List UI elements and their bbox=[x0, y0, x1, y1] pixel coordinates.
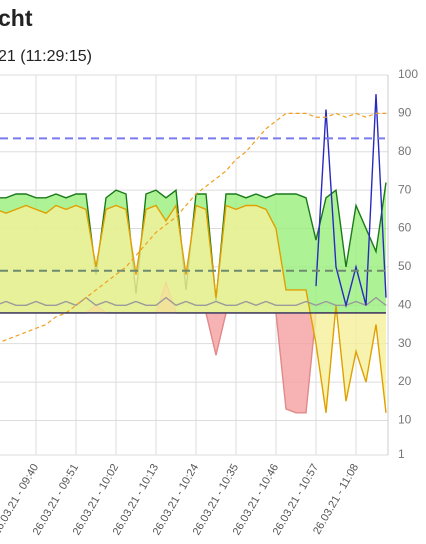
y-tick-label: 70 bbox=[398, 182, 412, 196]
y-tick-label: 90 bbox=[398, 106, 412, 120]
y-tick-label: 10 bbox=[398, 413, 412, 427]
series-line bbox=[0, 112, 386, 343]
y-tick-label: 80 bbox=[398, 144, 412, 158]
plot-area bbox=[0, 94, 388, 414]
series-line bbox=[0, 203, 387, 413]
chart-subtitle: 21 (11:29:15) bbox=[0, 48, 92, 65]
y-tick-label: 60 bbox=[398, 221, 412, 235]
x-tick-label: 26.03.21 - 11:08 bbox=[311, 462, 361, 537]
y-tick-label: 100 bbox=[398, 67, 418, 81]
series-line bbox=[315, 94, 387, 309]
y-tick-label: 20 bbox=[398, 374, 412, 388]
area bbox=[0, 282, 386, 413]
chart-title: cht bbox=[0, 5, 33, 31]
y-tick-label: 40 bbox=[398, 297, 412, 311]
y-tick-label: 50 bbox=[398, 259, 412, 273]
area bbox=[0, 205, 386, 413]
y-tick-label: 30 bbox=[398, 336, 412, 350]
y-tick-label: 1 bbox=[398, 447, 405, 461]
series-line bbox=[0, 296, 387, 307]
